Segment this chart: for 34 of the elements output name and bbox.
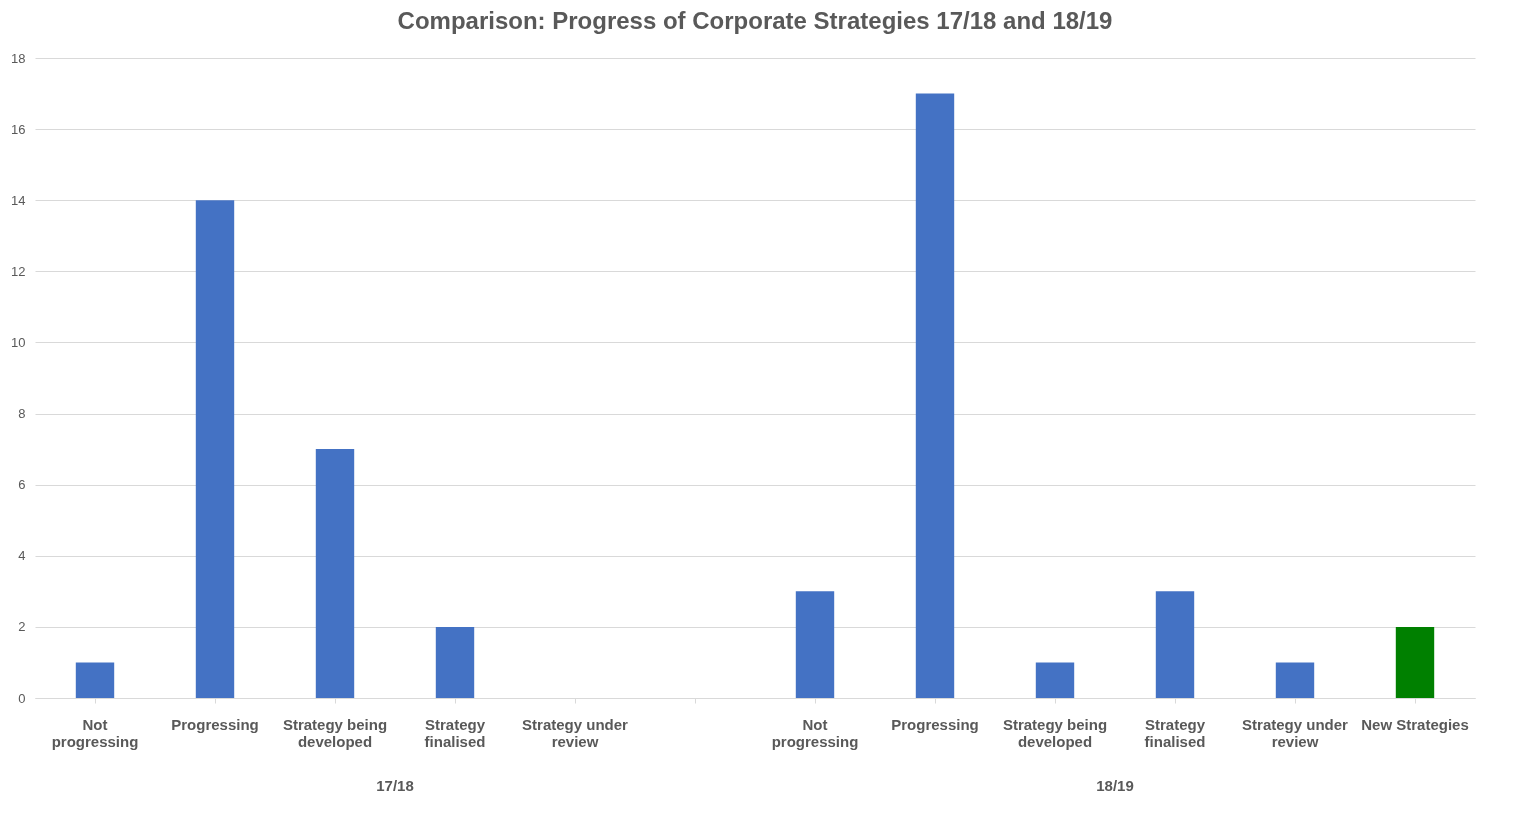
bar <box>915 93 955 698</box>
y-tick-label: 0 <box>18 690 26 706</box>
x-tick-label: Strategy under review <box>1242 715 1349 750</box>
x-tick-label: Strategy being developed <box>1002 715 1108 750</box>
x-tick-label: New Strategies <box>1361 715 1469 733</box>
x-tick-label: Not progressing <box>771 715 859 750</box>
y-tick-label: 4 <box>18 548 26 564</box>
bar <box>195 200 235 698</box>
bar <box>1155 591 1195 698</box>
bar <box>1395 626 1435 698</box>
x-tick-label: Strategy finalised <box>1144 715 1206 750</box>
bar <box>75 662 115 698</box>
y-tick-label: 12 <box>11 263 26 279</box>
y-tick-label: 18 <box>11 50 26 66</box>
y-tick-label: 8 <box>18 406 26 422</box>
y-tick-label: 6 <box>18 477 26 493</box>
bar <box>1035 662 1075 698</box>
y-tick-label: 2 <box>18 619 26 635</box>
text: 18/19 <box>1096 777 1134 794</box>
x-tick-label: Strategy finalised <box>424 715 486 750</box>
y-tick-label: 16 <box>11 121 26 137</box>
chart-title: Comparison: Progress of Corporate Strategies 17/18 and 18/19 <box>397 7 1113 34</box>
bar <box>1275 662 1315 698</box>
y-tick-label: 10 <box>11 334 26 350</box>
text: 17/18 <box>376 777 414 794</box>
bar <box>315 449 355 698</box>
x-tick-label: Strategy under review <box>522 715 629 750</box>
x-tick-label: Strategy being developed <box>282 715 388 750</box>
bar <box>435 626 475 698</box>
x-tick-label: Not progressing <box>51 715 139 750</box>
y-tick-label: 14 <box>11 192 26 208</box>
bar <box>795 591 835 698</box>
x-tick-label: Progressing <box>891 715 979 733</box>
x-tick-label: Progressing <box>171 715 259 733</box>
